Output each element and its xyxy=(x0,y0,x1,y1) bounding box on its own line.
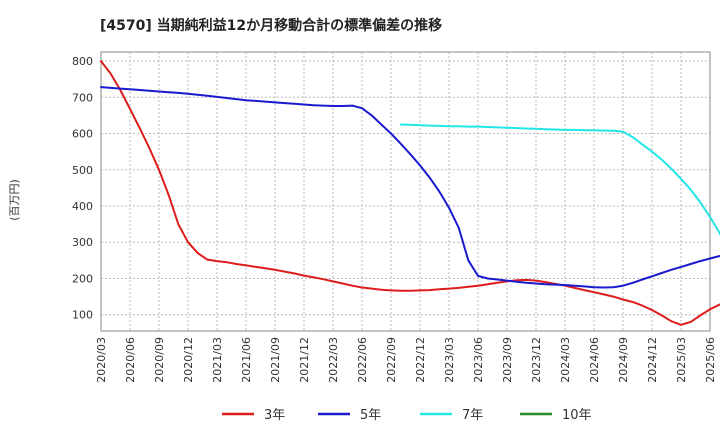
x-tick-label: 2021/12 xyxy=(298,337,311,383)
series-line-2 xyxy=(399,123,720,236)
y-tick-label: 600 xyxy=(72,128,93,141)
x-tick-label: 2025/06 xyxy=(704,337,717,383)
axis-layer: 100 200 300 400 500 600 700 800 2020/03 2020/06 20… xyxy=(72,51,717,383)
plot-frame xyxy=(100,51,711,332)
legend-label: 3年 xyxy=(264,408,285,423)
x-tick-label: 2022/03 xyxy=(327,337,340,383)
series-layer xyxy=(100,60,720,326)
x-tick-label: 2020/09 xyxy=(153,337,166,383)
y-axis-label: (百万円) xyxy=(8,179,21,221)
x-tick-label: 2023/03 xyxy=(443,337,456,383)
y-tick-label: 300 xyxy=(72,236,93,249)
legend-label: 5年 xyxy=(360,408,381,423)
x-tick-label: 2020/03 xyxy=(95,337,108,383)
legend-label: 7年 xyxy=(462,408,483,423)
y-tick-label: 800 xyxy=(72,55,93,68)
x-tick-label: 2024/03 xyxy=(559,337,572,383)
x-tick-label: 2023/06 xyxy=(472,337,485,383)
x-tick-label: 2021/06 xyxy=(240,337,253,383)
x-tick-label: 2023/09 xyxy=(501,337,514,383)
x-tick-label: 2022/12 xyxy=(414,337,427,383)
x-tick-label: 2021/09 xyxy=(269,337,282,383)
x-tick-label: 2022/06 xyxy=(356,337,369,383)
x-tick-label: 2021/03 xyxy=(211,337,224,383)
x-tick-label: 2020/12 xyxy=(182,337,195,383)
y-tick-label: 500 xyxy=(72,164,93,177)
x-tick-label: 2025/03 xyxy=(675,337,688,383)
y-tick-label: 700 xyxy=(72,91,93,104)
x-tick-label: 2024/12 xyxy=(646,337,659,383)
series-line-0 xyxy=(100,60,720,326)
x-tick-label: 2024/09 xyxy=(617,337,630,383)
chart-title: [4570] 当期純利益12か月移動合計の標準偏差の推移 xyxy=(100,17,442,34)
x-tick-label: 2020/06 xyxy=(124,337,137,383)
legend: 3年 5年 7年 10年 xyxy=(222,408,592,423)
y-tick-label: 400 xyxy=(72,200,93,213)
x-tick-label: 2023/12 xyxy=(530,337,543,383)
y-tick-label: 200 xyxy=(72,272,93,285)
y-tick-label: 100 xyxy=(72,309,93,322)
x-tick-label: 2024/06 xyxy=(588,337,601,383)
x-tick-label: 2022/09 xyxy=(385,337,398,383)
legend-label: 10年 xyxy=(562,408,592,423)
series-line-1 xyxy=(100,86,720,289)
